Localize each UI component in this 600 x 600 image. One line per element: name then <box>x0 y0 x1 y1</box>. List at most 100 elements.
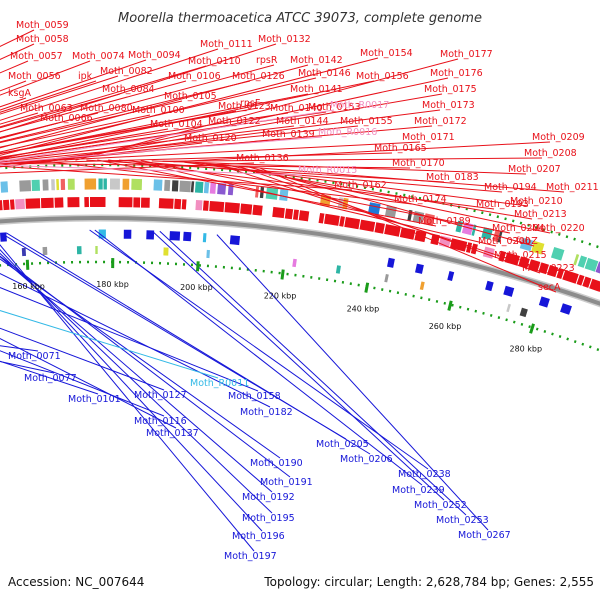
forward-gene-label[interactable]: Moth_0132 <box>258 34 311 45</box>
forward-gene-label[interactable]: Moth_0208 <box>524 148 577 159</box>
forward-gene-label[interactable]: Moth_0213 <box>514 209 567 220</box>
forward-gene-label[interactable]: Moth_0106 <box>168 71 221 82</box>
reverse-label-leader <box>0 345 39 352</box>
forward-gene-label[interactable]: Moth_0139 <box>262 129 315 140</box>
forward-gene-label[interactable]: Moth_0215 <box>494 250 547 261</box>
reverse-gene-label[interactable]: Moth_0191 <box>260 477 313 488</box>
reverse-gene-label[interactable]: Moth_0116 <box>134 416 187 427</box>
cog-gene-block <box>19 180 32 192</box>
forward-gene-label[interactable]: Moth_0162 <box>334 180 387 191</box>
forward-gene-label[interactable]: Moth_0171 <box>402 132 455 143</box>
forward-gene-label[interactable]: Moth_0193 <box>476 199 529 210</box>
forward-gene-label[interactable]: Moth_0153 <box>308 102 361 113</box>
forward-gene-label[interactable]: Moth_0080 <box>80 103 133 114</box>
reverse-gene-label[interactable]: Moth_0197 <box>224 551 277 562</box>
forward-gene-label[interactable]: Moth_0220 <box>532 223 585 234</box>
forward-gene-label[interactable]: Moth_0144 <box>276 116 329 127</box>
forward-gene-arrow <box>224 202 240 214</box>
forward-gene-label[interactable]: Moth_0066 <box>40 113 93 124</box>
forward-gene-label[interactable]: Moth_0074 <box>72 51 125 62</box>
reverse-gene-label[interactable]: Moth_0195 <box>242 513 295 524</box>
reverse-gene-label[interactable]: Moth_0196 <box>232 531 285 542</box>
reverse-gene-label[interactable]: Moth_0071 <box>8 351 61 362</box>
reverse-gene-label[interactable]: Moth_0158 <box>228 391 281 402</box>
forward-gene-label[interactable]: Moth_0136 <box>236 153 289 164</box>
forward-gene-label[interactable]: Moth_0082 <box>100 66 153 77</box>
forward-gene-label[interactable]: Moth_0058 <box>16 34 69 45</box>
forward-gene-label[interactable]: Moth_0110 <box>188 56 241 67</box>
reverse-gene-label[interactable]: Moth_0205 <box>316 439 369 450</box>
forward-gene-label[interactable]: Moth_0156 <box>356 71 409 82</box>
reverse-gene-label[interactable]: Moth_0137 <box>146 428 199 439</box>
forward-gene-label[interactable]: rpsF <box>240 98 260 109</box>
forward-gene-label[interactable]: Moth_0146 <box>298 68 351 79</box>
forward-gene-label[interactable]: Moth_0120 <box>184 133 237 144</box>
forward-gene-label[interactable]: Moth_0111 <box>200 39 253 50</box>
reverse-gene-label[interactable]: Moth_0238 <box>398 469 451 480</box>
rna-forward-gene-label[interactable]: Moth_R0015 <box>298 165 357 176</box>
forward-gene-label[interactable]: Moth_0094 <box>128 50 181 61</box>
tick-mark <box>447 300 453 311</box>
reverse-gene-label[interactable]: Moth_0239 <box>392 485 445 496</box>
forward-gene-label[interactable]: Moth_0100 <box>132 105 185 116</box>
forward-label-leader <box>195 162 565 193</box>
forward-gene-label[interactable]: Moth_0154 <box>360 48 413 59</box>
reverse-gene-label[interactable]: Moth_0252 <box>414 500 467 511</box>
reverse-gene-label[interactable]: Moth_0190 <box>250 458 303 469</box>
forward-gene-label[interactable]: fabZ <box>516 236 538 247</box>
reverse-gene-label[interactable]: Moth_0182 <box>240 407 293 418</box>
reverse-gene-label[interactable]: Moth_0127 <box>134 390 187 401</box>
reverse-gene-label[interactable]: Moth_0192 <box>242 492 295 503</box>
forward-gene-label[interactable]: Moth_0122 <box>208 116 261 127</box>
forward-gene-label[interactable]: Moth_0084 <box>102 84 155 95</box>
forward-gene-label[interactable]: Moth_0126 <box>232 71 285 82</box>
forward-gene-label[interactable]: rpsR <box>256 55 278 66</box>
reverse-label-leader <box>0 360 99 395</box>
forward-gene-label[interactable]: Moth_0194 <box>484 182 537 193</box>
forward-gene-label[interactable]: Moth_0175 <box>424 84 477 95</box>
forward-gene-label[interactable]: Moth_0142 <box>290 55 343 66</box>
forward-gene-label[interactable]: Moth_0176 <box>430 68 483 79</box>
forward-gene-label[interactable]: Moth_0057 <box>10 51 63 62</box>
forward-gene-label[interactable]: Moth_0165 <box>374 143 427 154</box>
reverse-gene-label[interactable]: Moth_0077 <box>24 373 77 384</box>
forward-gene-label[interactable]: Moth_0063 <box>20 103 73 114</box>
forward-gene-label[interactable]: Moth_0141 <box>290 84 343 95</box>
forward-gene-label[interactable]: Moth_0177 <box>440 49 493 60</box>
forward-gene-label[interactable]: Moth_0140 <box>270 103 323 114</box>
forward-gene-label[interactable]: Moth_0123 <box>218 101 271 112</box>
forward-gene-label[interactable]: ksgA <box>8 88 31 99</box>
forward-gene-label[interactable]: Moth_0200 <box>478 236 531 247</box>
reverse-gene-label[interactable]: Moth_0206 <box>340 454 393 465</box>
forward-gene-label[interactable]: Moth_0183 <box>426 172 479 183</box>
cog-gene-block <box>407 209 413 222</box>
forward-gene-label[interactable]: Moth_0204 <box>492 223 545 234</box>
rna-reverse-gene-label[interactable]: Moth_R0011 <box>190 378 249 389</box>
reverse-gene-label[interactable]: Moth_0267 <box>458 530 511 541</box>
forward-gene-label[interactable]: Moth_0056 <box>8 71 61 82</box>
forward-gene-label[interactable]: Moth_0172 <box>414 116 467 127</box>
forward-gene-label[interactable]: Moth_0209 <box>532 132 585 143</box>
forward-gene-label[interactable]: Moth_0211 <box>546 182 599 193</box>
forward-gene-label[interactable]: Moth_0155 <box>340 116 393 127</box>
forward-gene-label[interactable]: Moth_0189 <box>418 216 471 227</box>
reverse-gene-label[interactable]: Moth_0253 <box>436 515 489 526</box>
forward-gene-label[interactable]: ipk <box>78 71 93 82</box>
forward-gene-label[interactable]: Moth_0170 <box>392 158 445 169</box>
forward-gene-label[interactable]: Moth_0210 <box>510 196 563 207</box>
forward-gene-label[interactable]: secA <box>538 282 561 293</box>
forward-gene-label[interactable]: Moth_0105 <box>164 91 217 102</box>
rna-forward-gene-label[interactable]: Moth_R0016 <box>318 127 377 138</box>
forward-gene-label[interactable]: Moth_0223 <box>522 263 575 274</box>
reverse-gene-label[interactable]: Moth_0101 <box>68 394 121 405</box>
forward-gene-arrow <box>284 208 294 220</box>
tick-label: 160 kbp <box>12 282 45 291</box>
forward-gene-label[interactable]: Moth_0104 <box>150 119 203 130</box>
forward-gene-arrow <box>384 224 401 237</box>
forward-gene-label[interactable]: Moth_0207 <box>508 164 561 175</box>
forward-gene-label[interactable]: Moth_0173 <box>422 100 475 111</box>
forward-gene-label[interactable]: Moth_0059 <box>16 20 69 31</box>
rna-forward-gene-label[interactable]: Moth_R0017 <box>330 100 389 111</box>
forward-gene-arrow <box>438 235 452 248</box>
forward-gene-label[interactable]: Moth_0174 <box>394 194 447 205</box>
